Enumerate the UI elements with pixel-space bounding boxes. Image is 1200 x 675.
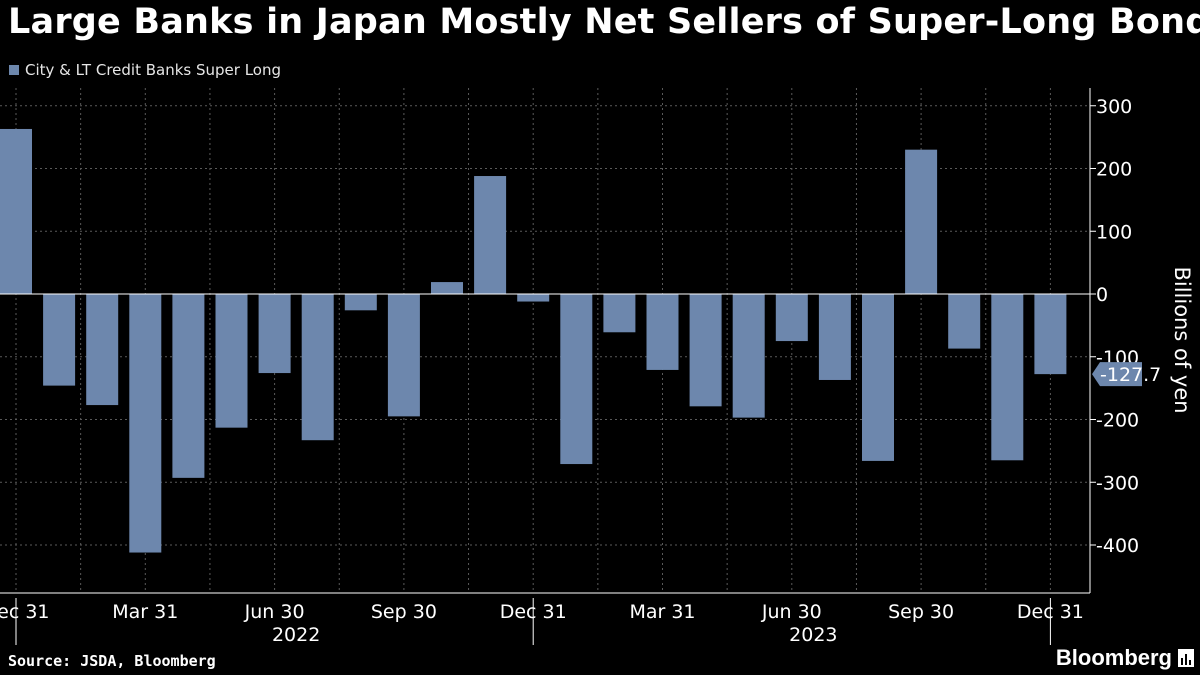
bar: [689, 294, 722, 407]
y-tick-label: 300: [1096, 96, 1132, 118]
bar: [86, 294, 119, 406]
bar: [862, 294, 894, 461]
y-tick-label: 0: [1096, 284, 1108, 306]
bar: [732, 294, 765, 418]
bar: [431, 282, 463, 294]
bar-layer: [0, 128, 1067, 553]
x-tick-label: Sep 30: [371, 601, 437, 623]
source-note: Source: JSDA, Bloomberg: [8, 652, 216, 670]
bar: [387, 294, 420, 417]
bar: [215, 294, 248, 428]
bar: [0, 128, 32, 294]
x-tick-label: Jun 30: [244, 601, 305, 623]
bar: [1034, 294, 1067, 375]
x-tick-label: Jun 30: [761, 601, 822, 623]
bar: [818, 294, 851, 380]
legend-label: City & LT Credit Banks Super Long: [25, 61, 282, 79]
y-axis-title: Billions of yen: [1170, 266, 1194, 413]
x-tick-label: Dec 31: [0, 601, 49, 623]
x-tick-label: Sep 30: [888, 601, 954, 623]
y-tick-label: -300: [1096, 472, 1139, 494]
legend-swatch: [9, 65, 19, 75]
bar: [560, 294, 593, 465]
bloomberg-logo-icon: [1178, 649, 1194, 667]
y-tick-label: 100: [1096, 221, 1132, 243]
bar: [43, 294, 76, 386]
legend: City & LT Credit Banks Super Long: [9, 61, 281, 79]
bar: [517, 294, 550, 302]
bar: [991, 294, 1024, 461]
bar: [344, 294, 377, 311]
bar: [646, 294, 679, 370]
chart-title: Large Banks in Japan Mostly Net Sellers …: [8, 2, 1200, 42]
y-tick-label: -400: [1096, 535, 1139, 557]
bar: [603, 294, 636, 333]
bar: [301, 294, 334, 441]
y-tick-label: -200: [1096, 410, 1139, 432]
grid-layer: [0, 88, 1090, 593]
bar: [905, 149, 938, 294]
bar: [129, 294, 162, 553]
x-tick-label: Mar 31: [629, 601, 695, 623]
bar: [258, 294, 291, 374]
bar: [474, 176, 507, 294]
last-value-callout: [1092, 362, 1142, 387]
y-tick-label: 200: [1096, 159, 1132, 181]
bar: [775, 294, 808, 342]
bar: [172, 294, 205, 478]
x-tick-label: Mar 31: [112, 601, 178, 623]
bar: [948, 294, 981, 349]
year-label: 2022: [272, 624, 320, 646]
last-value-label: -127.7: [1100, 364, 1161, 386]
year-label: 2023: [789, 624, 837, 646]
bloomberg-brand: Bloomberg: [1056, 645, 1194, 671]
brand-name: Bloomberg: [1055, 645, 1172, 670]
